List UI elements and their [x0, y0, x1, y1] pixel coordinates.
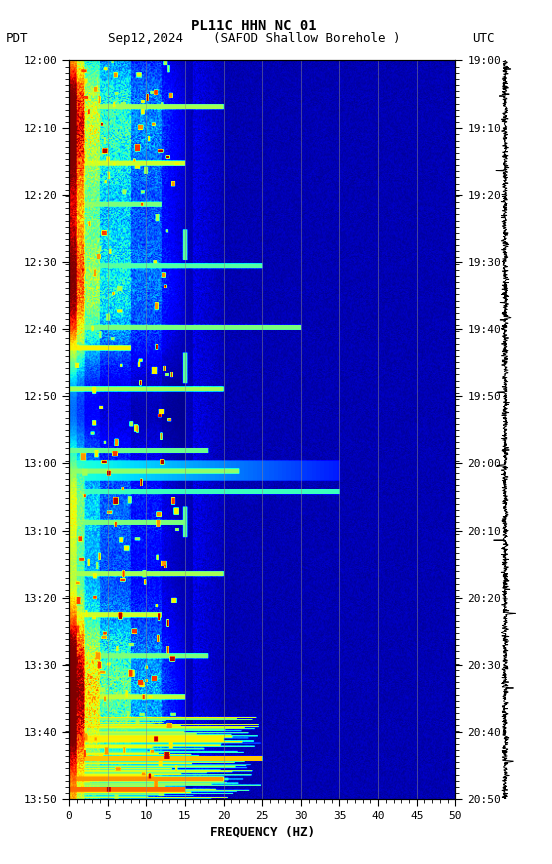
Text: PDT: PDT	[6, 32, 28, 45]
X-axis label: FREQUENCY (HZ): FREQUENCY (HZ)	[210, 825, 315, 838]
Text: Sep12,2024    (SAFOD Shallow Borehole ): Sep12,2024 (SAFOD Shallow Borehole )	[108, 32, 400, 45]
Text: PL11C HHN NC 01: PL11C HHN NC 01	[191, 19, 317, 33]
Text: UTC: UTC	[472, 32, 495, 45]
